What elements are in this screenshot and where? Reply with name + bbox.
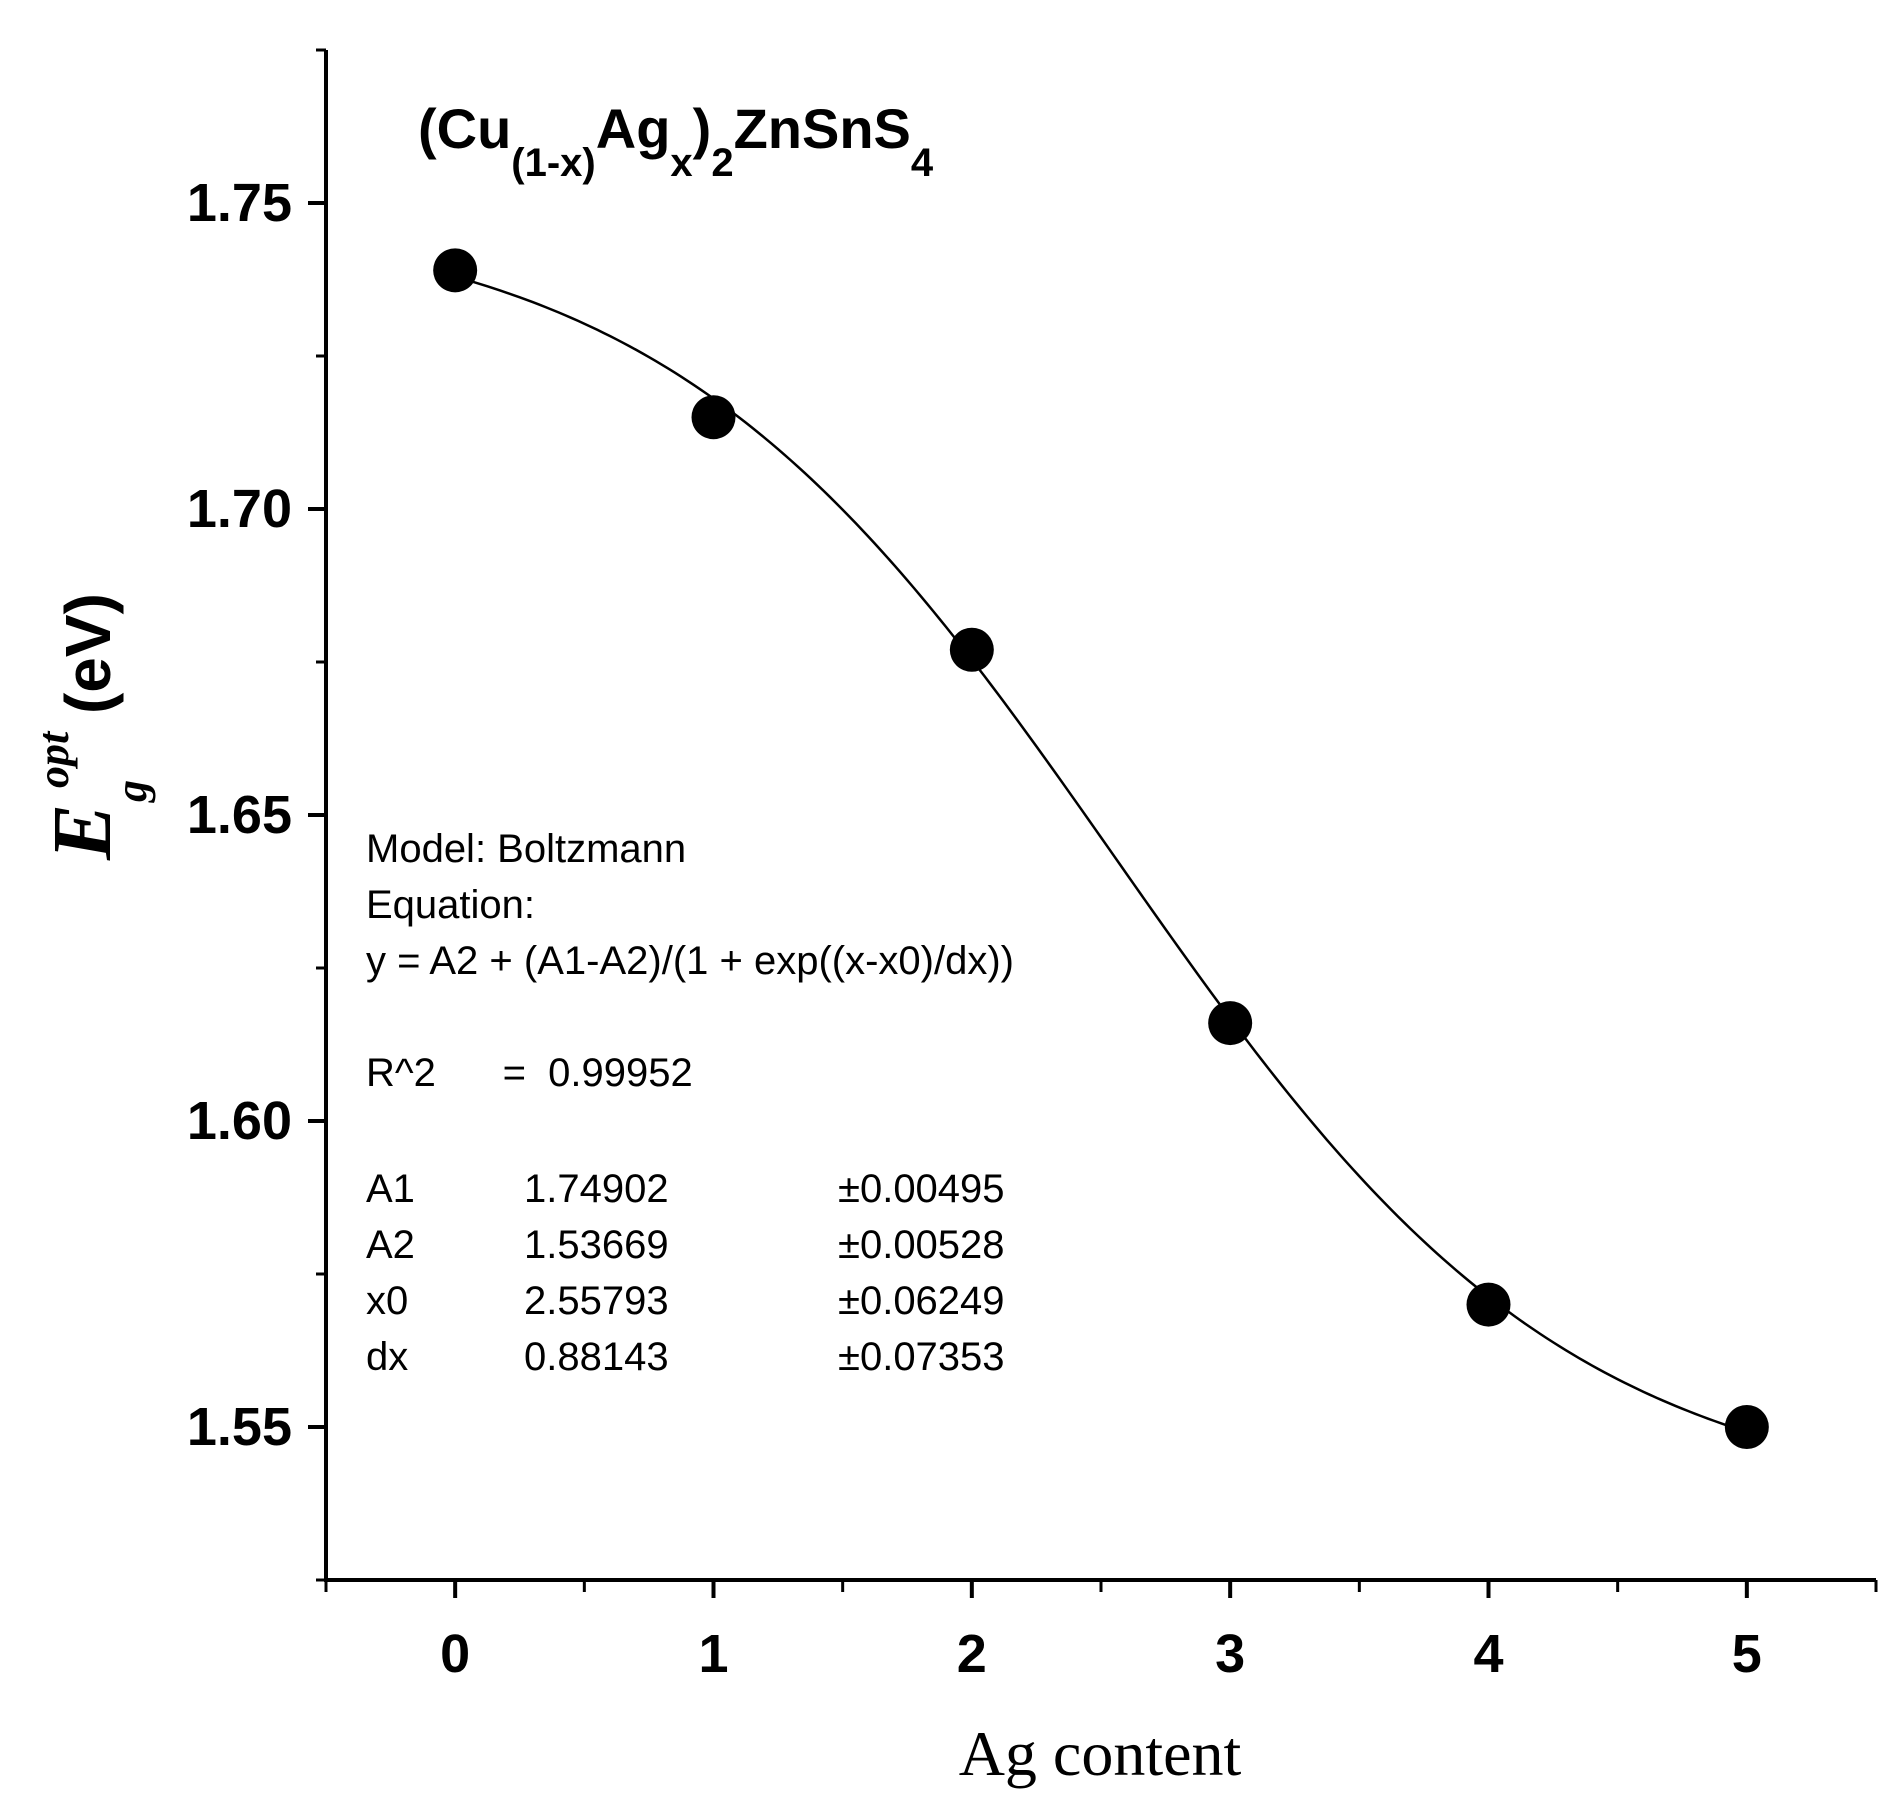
x-axis-label: Ag content	[959, 1718, 1242, 1789]
fit-annotation: Model: Boltzmann Equation: y = A2 + (A1-…	[366, 827, 1014, 1379]
x-ticks: 0 1 2 3 4 5	[324, 1580, 1878, 1684]
annotation-r2: R^2 = 0.99952	[366, 1051, 693, 1095]
annotation-model: Model: Boltzmann	[366, 827, 686, 871]
param-value: 1.53669	[524, 1223, 669, 1267]
data-point	[1724, 1405, 1769, 1449]
param-name: A2	[366, 1223, 415, 1267]
title-part-paren: )	[693, 97, 712, 160]
y-tick-label: 1.65	[187, 785, 292, 845]
data-point	[433, 248, 478, 293]
data-point	[949, 627, 994, 672]
title-part-ag: Ag	[596, 97, 671, 160]
data-point	[1466, 1282, 1511, 1327]
param-error: ±0.00495	[838, 1167, 1005, 1211]
y-label-e: E	[36, 804, 129, 861]
data-points	[433, 248, 1769, 1449]
y-label-sup-opt: opt	[29, 730, 78, 788]
annotation-equation-label: Equation:	[366, 883, 535, 927]
y-ticks: 1.55 1.60 1.65 1.70 1.75	[187, 48, 326, 1582]
y-label-sub-g: g	[107, 780, 156, 803]
data-point	[691, 395, 736, 440]
y-tick-label: 1.60	[187, 1091, 292, 1151]
param-error: ±0.06249	[838, 1279, 1005, 1323]
param-error: ±0.00528	[838, 1223, 1005, 1267]
title-part-znsns: ZnSnS	[734, 97, 911, 160]
title-part-sub-1x: (1-x)	[511, 141, 595, 185]
title-part-sub-2: 2	[711, 141, 733, 185]
x-tick-label: 5	[1732, 1624, 1762, 1684]
param-value: 2.55793	[524, 1279, 669, 1323]
param-name: dx	[366, 1335, 408, 1379]
y-tick-label: 1.75	[187, 173, 292, 233]
y-tick-label: 1.70	[187, 479, 292, 539]
x-tick-label: 1	[698, 1624, 728, 1684]
x-tick-label: 3	[1215, 1624, 1245, 1684]
annotation-equation: y = A2 + (A1-A2)/(1 + exp((x-x0)/dx))	[366, 939, 1014, 983]
param-error: ±0.07353	[838, 1335, 1005, 1379]
param-value: 0.88143	[524, 1335, 669, 1379]
param-value: 1.74902	[524, 1167, 669, 1211]
data-point	[1208, 1001, 1253, 1046]
param-name: x0	[366, 1279, 408, 1323]
param-name: A1	[366, 1167, 415, 1211]
fit-curve	[454, 275, 1748, 1434]
title-part-sub-4: 4	[911, 141, 934, 185]
x-tick-label: 2	[957, 1624, 987, 1684]
y-tick-label: 1.55	[187, 1397, 292, 1457]
chart-title: (Cu(1-x)Agx)2ZnSnS4	[418, 97, 934, 185]
y-label-unit: (eV)	[52, 593, 124, 714]
x-tick-label: 4	[1473, 1624, 1503, 1684]
title-part-cu: (Cu	[418, 97, 511, 160]
y-axis-label: E g opt (eV)	[29, 593, 156, 861]
title-part-sub-x: x	[670, 141, 692, 185]
x-tick-label: 0	[440, 1624, 470, 1684]
